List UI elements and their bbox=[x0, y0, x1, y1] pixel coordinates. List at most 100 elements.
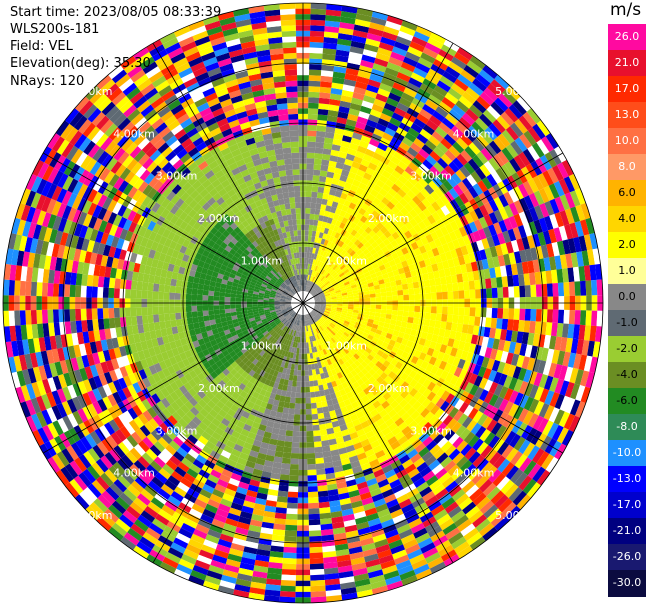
velocity-gate bbox=[366, 143, 378, 153]
velocity-gate bbox=[408, 334, 416, 343]
velocity-gate bbox=[341, 89, 354, 98]
velocity-gate bbox=[472, 138, 485, 152]
velocity-gate bbox=[493, 196, 504, 210]
velocity-gate bbox=[490, 79, 506, 94]
velocity-gate bbox=[377, 201, 387, 210]
velocity-gate bbox=[477, 180, 488, 193]
velocity-gate bbox=[309, 247, 314, 254]
velocity-gate bbox=[52, 283, 60, 297]
velocity-gate bbox=[158, 313, 165, 322]
velocity-gate bbox=[285, 524, 298, 531]
velocity-gate bbox=[458, 226, 468, 237]
velocity-gate bbox=[458, 401, 470, 414]
velocity-gate bbox=[518, 211, 529, 226]
velocity-gate bbox=[393, 192, 403, 202]
velocity-gate bbox=[518, 151, 531, 167]
velocity-gate bbox=[363, 258, 370, 265]
velocity-gate bbox=[427, 37, 444, 50]
velocity-gate bbox=[545, 133, 559, 150]
velocity-gate bbox=[421, 251, 430, 261]
velocity-gate bbox=[596, 279, 603, 296]
velocity-gate bbox=[372, 225, 381, 234]
velocity-gate bbox=[428, 240, 437, 250]
velocity-gate bbox=[465, 86, 480, 101]
velocity-gate bbox=[427, 271, 435, 280]
velocity-gate bbox=[401, 283, 409, 290]
velocity-gate bbox=[353, 224, 361, 232]
velocity-gate bbox=[484, 126, 498, 141]
velocity-gate bbox=[502, 230, 511, 243]
velocity-gate bbox=[285, 430, 293, 437]
velocity-gate bbox=[163, 306, 170, 314]
velocity-gate bbox=[384, 127, 396, 137]
velocity-gate bbox=[370, 157, 381, 166]
velocity-gate bbox=[124, 307, 131, 317]
velocity-gate bbox=[192, 316, 199, 324]
velocity-gate bbox=[345, 254, 352, 261]
velocity-gate bbox=[527, 127, 542, 143]
velocity-gate bbox=[375, 360, 383, 369]
velocity-gate bbox=[516, 331, 524, 344]
velocity-gate bbox=[325, 299, 332, 302]
velocity-gate bbox=[510, 140, 523, 156]
velocity-gate bbox=[306, 158, 315, 165]
velocity-gate bbox=[435, 126, 448, 139]
velocity-gate bbox=[422, 388, 432, 398]
velocity-gate bbox=[383, 230, 392, 239]
velocity-gate bbox=[395, 336, 404, 344]
velocity-gate bbox=[319, 175, 327, 183]
velocity-gate bbox=[310, 258, 314, 265]
velocity-gate bbox=[329, 98, 341, 107]
velocity-gate bbox=[491, 307, 498, 319]
velocity-gate bbox=[433, 327, 441, 336]
velocity-gate bbox=[350, 340, 357, 347]
velocity-gate bbox=[329, 254, 335, 262]
velocity-gate bbox=[315, 272, 320, 278]
velocity-gate bbox=[462, 234, 471, 246]
velocity-gate bbox=[554, 255, 562, 270]
velocity-gate bbox=[481, 176, 493, 190]
velocity-gate bbox=[47, 282, 54, 297]
velocity-gate bbox=[315, 231, 321, 238]
velocity-gate bbox=[395, 201, 405, 211]
velocity-gate bbox=[503, 217, 513, 231]
velocity-gate bbox=[382, 359, 391, 368]
velocity-gate bbox=[186, 287, 193, 295]
velocity-gate bbox=[532, 358, 541, 373]
velocity-gate bbox=[324, 131, 335, 139]
velocity-gate bbox=[410, 355, 419, 365]
velocity-gate bbox=[310, 289, 316, 295]
velocity-gate bbox=[413, 30, 430, 43]
velocity-gate bbox=[429, 32, 447, 45]
velocity-gate bbox=[386, 122, 399, 132]
velocity-gate bbox=[322, 193, 330, 200]
velocity-gate bbox=[513, 186, 524, 201]
velocity-gate bbox=[282, 452, 292, 459]
velocity-gate bbox=[490, 422, 503, 436]
velocity-gate bbox=[374, 353, 382, 361]
velocity-gate bbox=[505, 264, 513, 277]
velocity-gate bbox=[291, 441, 300, 448]
velocity-gate bbox=[460, 149, 473, 163]
velocity-gate bbox=[400, 184, 411, 194]
velocity-gate bbox=[422, 217, 432, 228]
velocity-gate bbox=[510, 353, 520, 367]
velocity-gate bbox=[415, 239, 424, 248]
velocity-gate bbox=[316, 313, 322, 318]
velocity-gate bbox=[559, 380, 570, 396]
velocity-gate bbox=[158, 291, 165, 300]
velocity-gate bbox=[512, 319, 520, 332]
velocity-gate bbox=[292, 375, 298, 382]
velocity-gate bbox=[492, 338, 500, 350]
velocity-gate bbox=[449, 396, 460, 408]
velocity-gate bbox=[442, 180, 454, 192]
velocity-gate bbox=[575, 188, 586, 205]
velocity-gate bbox=[576, 251, 584, 267]
velocity-gate bbox=[185, 293, 192, 301]
velocity-gate bbox=[324, 320, 331, 326]
velocity-gate bbox=[321, 285, 327, 290]
velocity-gate bbox=[423, 258, 432, 267]
velocity-gate bbox=[378, 321, 385, 327]
velocity-gate bbox=[364, 307, 371, 312]
velocity-gate bbox=[455, 348, 464, 359]
